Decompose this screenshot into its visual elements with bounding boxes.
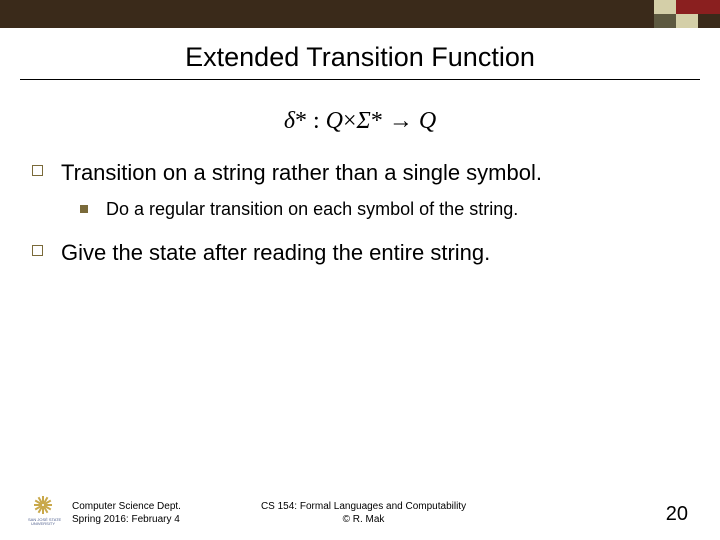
footer-date: Spring 2016: February 4 xyxy=(72,513,181,526)
footer: SAN JOSÉ STATE UNIVERSITY Computer Scien… xyxy=(0,494,720,526)
bullet-item: Transition on a string rather than a sin… xyxy=(32,159,688,188)
sjsu-logo: SAN JOSÉ STATE UNIVERSITY xyxy=(28,494,58,526)
sub-bullet-item: Do a regular transition on each symbol o… xyxy=(80,198,688,221)
sub-bullet-text: Do a regular transition on each symbol o… xyxy=(106,198,518,221)
formula-Q2: Q xyxy=(419,108,436,134)
formula-cross: × xyxy=(343,108,357,134)
formula-arrow: → xyxy=(383,108,419,134)
footer-left: Computer Science Dept. Spring 2016: Febr… xyxy=(72,500,181,526)
header-squares xyxy=(654,0,720,28)
square-bullet-icon xyxy=(32,245,43,256)
page-number: 20 xyxy=(666,503,688,526)
header-sq-4 xyxy=(654,14,676,28)
formula-star: * xyxy=(295,108,307,134)
title-underline xyxy=(20,79,700,80)
bullet-text: Give the state after reading the entire … xyxy=(61,239,490,268)
formula-colon: : xyxy=(307,108,326,134)
footer-dept: Computer Science Dept. xyxy=(72,500,181,513)
footer-copyright: © R. Mak xyxy=(261,513,466,526)
formula: δ* : Q×Σ* → Q xyxy=(0,108,720,135)
sunburst-icon xyxy=(32,494,54,516)
formula-Q1: Q xyxy=(326,108,343,134)
slide-title: Extended Transition Function xyxy=(185,42,535,73)
logo-text-2: UNIVERSITY xyxy=(28,522,58,526)
header-bar xyxy=(0,0,720,28)
bullet-item: Give the state after reading the entire … xyxy=(32,239,688,268)
header-sq-6 xyxy=(698,14,720,28)
formula-star2: * xyxy=(371,108,383,134)
header-sq-1 xyxy=(654,0,676,14)
footer-course: CS 154: Formal Languages and Computabili… xyxy=(261,500,466,513)
footer-center: CS 154: Formal Languages and Computabili… xyxy=(261,500,466,526)
bullet-list: Transition on a string rather than a sin… xyxy=(0,159,720,268)
square-filled-bullet-icon xyxy=(80,205,88,213)
formula-delta: δ xyxy=(284,108,295,134)
header-sq-2 xyxy=(676,0,698,14)
title-region: Extended Transition Function xyxy=(0,42,720,73)
header-bar-dark xyxy=(0,0,654,28)
header-sq-5 xyxy=(676,14,698,28)
square-bullet-icon xyxy=(32,165,43,176)
header-sq-3 xyxy=(698,0,720,14)
bullet-text: Transition on a string rather than a sin… xyxy=(61,159,542,188)
formula-sigma: Σ xyxy=(357,108,371,134)
